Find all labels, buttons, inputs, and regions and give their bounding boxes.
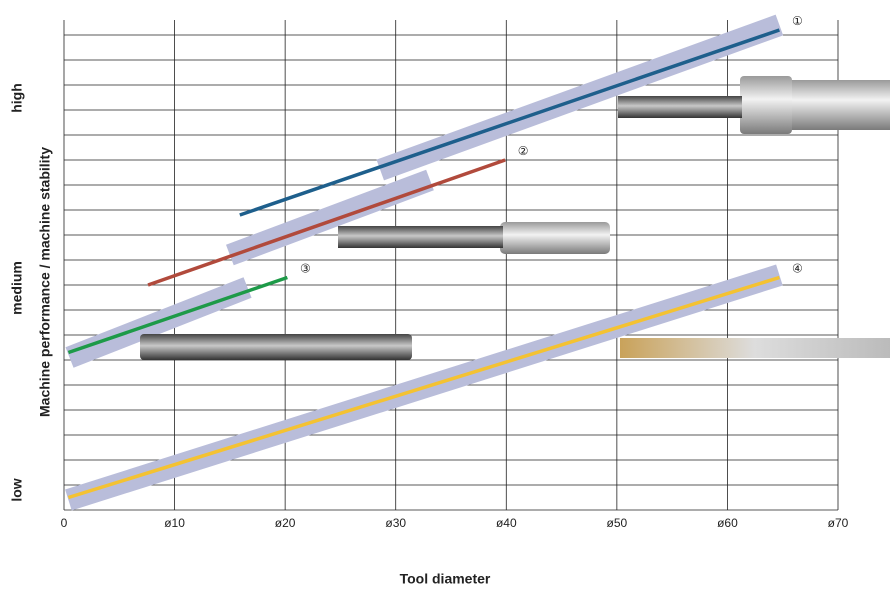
tool-image (620, 338, 890, 358)
plot-area: 0 ø10 ø20 ø30 ø40 ø50 ø60 ø70 ① ② ③ ④ (61, 14, 849, 530)
y-level-label: high (9, 83, 25, 113)
x-axis-title: Tool diameter (400, 571, 491, 587)
chart: 0 ø10 ø20 ø30 ø40 ø50 ø60 ø70 ① ② ③ ④ Tool diameter… (0, 0, 890, 589)
x-tick-label: ø10 (164, 516, 185, 530)
tool-image (740, 76, 792, 134)
x-tick-label: ø50 (607, 516, 628, 530)
x-tick-label: ø40 (496, 516, 517, 530)
tool-image (790, 80, 890, 130)
x-tick-label: ø70 (828, 516, 849, 530)
series-label: ② (518, 144, 529, 158)
series-label: ③ (300, 262, 311, 276)
x-tick-label: 0 (61, 516, 68, 530)
y-level-label: low (9, 478, 25, 501)
tool-image (618, 96, 742, 118)
x-tick-label: ø30 (385, 516, 406, 530)
y-level-label: medium (9, 261, 25, 315)
tool-image (338, 226, 503, 248)
x-tick-label: ø20 (275, 516, 296, 530)
series-label: ④ (792, 262, 803, 276)
series-label: ① (792, 14, 803, 28)
line (148, 160, 505, 285)
x-tick-label: ø60 (717, 516, 738, 530)
y-axis-title: Machine performance / machine stability (37, 147, 53, 417)
line (240, 30, 780, 215)
tool-image (140, 334, 412, 360)
tool-image (500, 222, 610, 254)
